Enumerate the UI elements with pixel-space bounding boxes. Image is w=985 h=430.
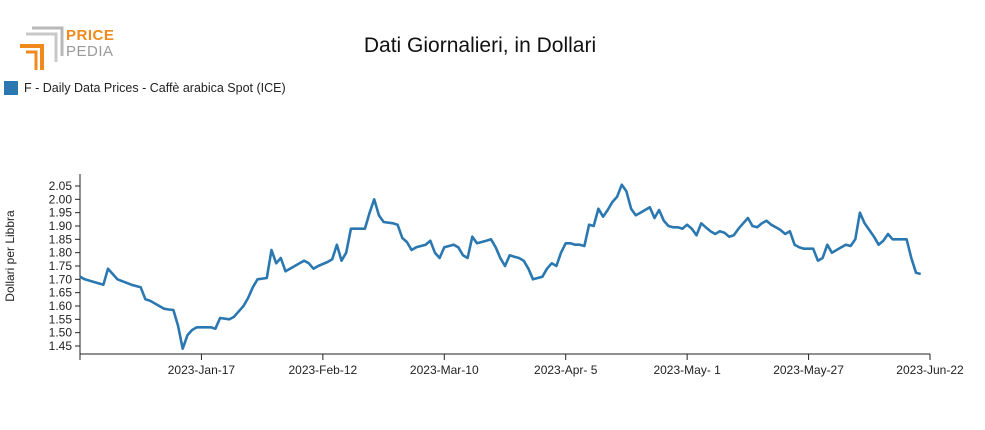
y-tick-label: 2.05 (49, 179, 73, 193)
y-tick-label: 2.00 (49, 192, 73, 206)
series-line-caffe-arabica[interactable] (79, 183, 922, 350)
x-tick-label: 2023-Apr- 5 (534, 363, 598, 377)
logo-mark-icon (20, 26, 64, 70)
logo-text-pedia: PEDIA (66, 43, 114, 60)
y-tick-label: 1.55 (49, 312, 73, 326)
y-axis: 1.451.501.551.601.651.701.751.801.851.90… (49, 174, 81, 354)
y-tick-label: 1.90 (49, 219, 73, 233)
x-tick-label: 2023-Jan-17 (168, 363, 236, 377)
x-tick-label: 2023-May- 1 (653, 363, 721, 377)
x-tick-label: 2023-Mar-10 (410, 363, 479, 377)
y-axis-title: Dollari per Libbra (3, 210, 17, 302)
y-tick-label: 1.65 (49, 286, 73, 300)
x-tick-label: 2023-Feb-12 (288, 363, 357, 377)
y-tick-label: 1.60 (49, 299, 73, 313)
y-tick-label: 1.75 (49, 259, 73, 273)
y-tick-label: 1.95 (49, 206, 73, 220)
y-tick-label: 1.70 (49, 272, 73, 286)
x-axis: 2023-Jan-17 2023-Feb-12 2023-Mar-10 2023-Ap… (79, 353, 964, 377)
logo-text-price: PRICE (66, 27, 115, 44)
legend-swatch (4, 81, 18, 95)
chart-legend: F - Daily Data Prices - Caffè arabica Sp… (4, 81, 286, 95)
chart-title: Dati Giornalieri, in Dollari (363, 34, 597, 57)
legend-label[interactable]: F - Daily Data Prices - Caffè arabica Sp… (24, 81, 286, 95)
pricepedia-logo: PRICE PEDIA (18, 26, 128, 72)
y-tick-label: 1.50 (49, 326, 73, 340)
x-tick-label: 2023-May-27 (773, 363, 844, 377)
y-tick-label: 1.85 (49, 232, 73, 246)
y-tick-label: 1.80 (49, 246, 73, 260)
x-tick-label: 2023-Jun-22 (896, 363, 964, 377)
y-tick-label: 1.45 (49, 339, 73, 353)
